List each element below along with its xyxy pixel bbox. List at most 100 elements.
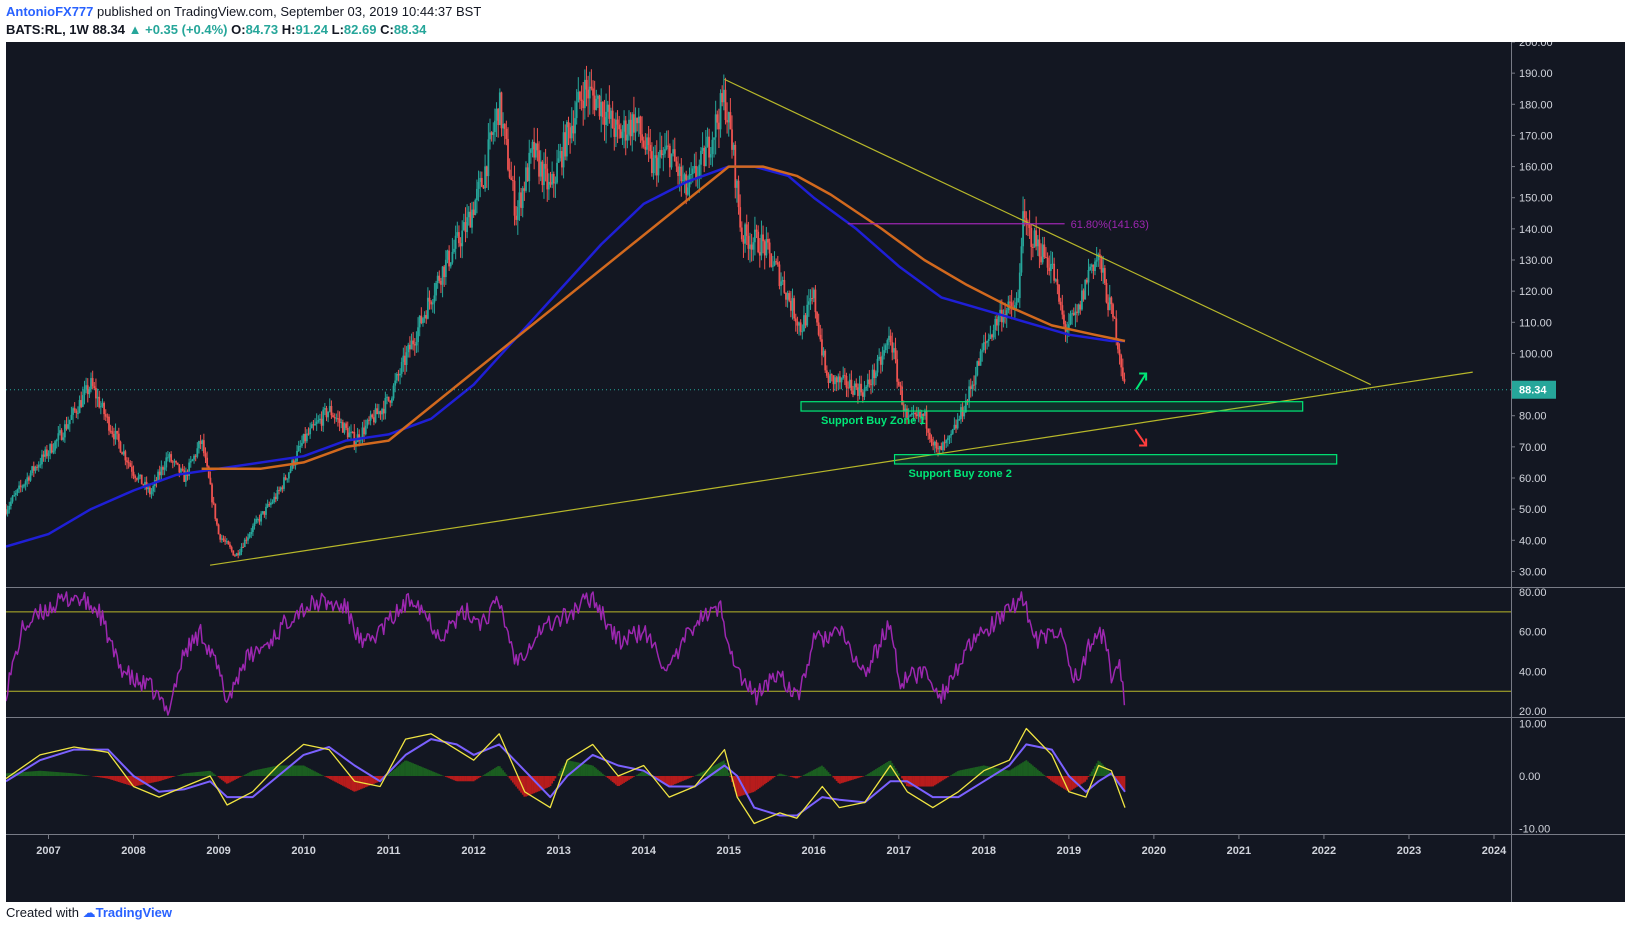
candle-body <box>361 427 364 439</box>
macd-histogram-bar <box>768 776 771 781</box>
macd-histogram-bar <box>803 774 805 776</box>
macd-histogram-bar <box>368 776 370 786</box>
macd-histogram-bar <box>590 765 593 776</box>
macd-histogram-bar <box>592 765 594 776</box>
macd-histogram-bar <box>184 773 187 776</box>
candle-body <box>855 383 858 388</box>
support-zone-1 <box>800 401 1304 412</box>
macd-histogram-bar <box>974 767 977 776</box>
candle-body <box>783 280 786 293</box>
candle-body <box>520 192 522 208</box>
candle-body <box>621 131 624 138</box>
author-link[interactable]: AntonioFX777 <box>6 4 94 19</box>
macd-histogram-bar <box>567 760 570 776</box>
candle-body <box>915 414 918 417</box>
macd-histogram-bar <box>479 776 482 778</box>
macd-histogram-bar <box>587 764 590 776</box>
macd-histogram-bar <box>817 767 820 776</box>
candle-body <box>461 230 464 247</box>
macd-histogram-bar <box>1082 776 1085 783</box>
candle-body <box>132 471 135 476</box>
candle-body <box>21 486 24 488</box>
macd-histogram-bar <box>582 763 585 776</box>
macd-histogram-bar <box>68 773 71 776</box>
macd-histogram-bar <box>979 766 982 776</box>
candle-body <box>165 457 168 468</box>
macd-histogram-bar <box>458 776 460 782</box>
macd-histogram-bar <box>183 773 186 776</box>
candle-body <box>302 433 305 443</box>
close-label: C: <box>380 22 394 37</box>
macd-histogram-bar <box>1056 776 1059 785</box>
price-tick-label: 80.00 <box>1519 411 1547 423</box>
macd-histogram-bar <box>565 760 568 776</box>
macd-histogram-bar <box>62 772 65 776</box>
macd-histogram-bar <box>922 776 925 787</box>
candle-body <box>420 315 423 324</box>
candle-body <box>894 348 897 360</box>
candle-body <box>459 243 462 247</box>
candle-body <box>969 386 972 389</box>
candle-body <box>857 387 859 396</box>
candle-body <box>845 375 848 388</box>
macd-histogram-bar <box>500 768 503 776</box>
candle-body <box>217 524 220 535</box>
candle-body <box>858 383 861 396</box>
macd-histogram-bar <box>547 776 550 788</box>
candle-body <box>1015 302 1018 306</box>
candle-body <box>446 250 449 260</box>
candle-body <box>789 300 792 311</box>
candle-body <box>116 430 119 434</box>
candle-body <box>968 386 971 401</box>
candle-body <box>1084 279 1087 300</box>
candle-body <box>469 211 472 228</box>
macd-histogram-bar <box>960 770 962 776</box>
macd-histogram-bar <box>19 772 22 776</box>
macd-histogram-bar <box>351 776 354 791</box>
macd-histogram-bar <box>708 768 711 776</box>
tradingview-brand[interactable]: TradingView <box>95 905 172 920</box>
candle-body <box>309 428 312 435</box>
macd-histogram-bar <box>42 771 45 776</box>
macd-histogram-bar <box>508 776 511 779</box>
candle-body <box>693 166 696 169</box>
macd-histogram-bar <box>700 772 702 776</box>
macd-histogram-bar <box>402 762 405 776</box>
time-tick-label: 2019 <box>1057 845 1081 857</box>
macd-histogram-bar <box>356 776 359 791</box>
candle-body <box>448 250 451 267</box>
time-tick-label: 2012 <box>461 845 485 857</box>
macd-histogram-bar <box>871 771 874 776</box>
macd-histogram-bar <box>1053 776 1056 783</box>
candle-body <box>1020 246 1023 273</box>
macd-histogram-bar <box>1085 776 1088 780</box>
macd-histogram-bar <box>27 771 30 776</box>
candle-body <box>529 149 532 153</box>
macd-histogram-bar <box>44 771 47 776</box>
macd-histogram-bar <box>539 776 542 791</box>
macd-histogram-bar <box>744 776 746 795</box>
candle-body <box>181 468 184 471</box>
candle-body <box>243 539 246 548</box>
candle-body <box>1090 264 1093 267</box>
price-tick-label: 60.00 <box>1519 473 1547 485</box>
candle-body <box>382 408 385 414</box>
chart-svg[interactable]: 200.00 190.00 180.00 170.00 160.00 150.00 140.… <box>5 37 1625 902</box>
chart-canvas[interactable]: 200.00 190.00 180.00 170.00 160.00 150.00 140.… <box>5 37 1625 902</box>
macd-histogram-bar <box>194 772 197 776</box>
macd-histogram-bar <box>59 772 61 776</box>
macd-histogram-bar <box>199 771 202 776</box>
macd-histogram-bar <box>245 773 248 776</box>
candle-body <box>724 89 727 120</box>
macd-histogram-bar <box>350 776 352 790</box>
symbol-label[interactable]: BATS:RL, 1W <box>6 22 89 37</box>
candle-body <box>304 433 307 442</box>
candle-body <box>1017 298 1020 303</box>
macd-histogram-bar <box>526 776 529 796</box>
candle-body <box>462 222 465 231</box>
macd-histogram-bar <box>950 775 953 776</box>
candle-body <box>384 397 387 414</box>
macd-histogram-bar <box>489 771 491 776</box>
macd-histogram-bar <box>564 763 567 776</box>
candle-body <box>166 457 169 459</box>
